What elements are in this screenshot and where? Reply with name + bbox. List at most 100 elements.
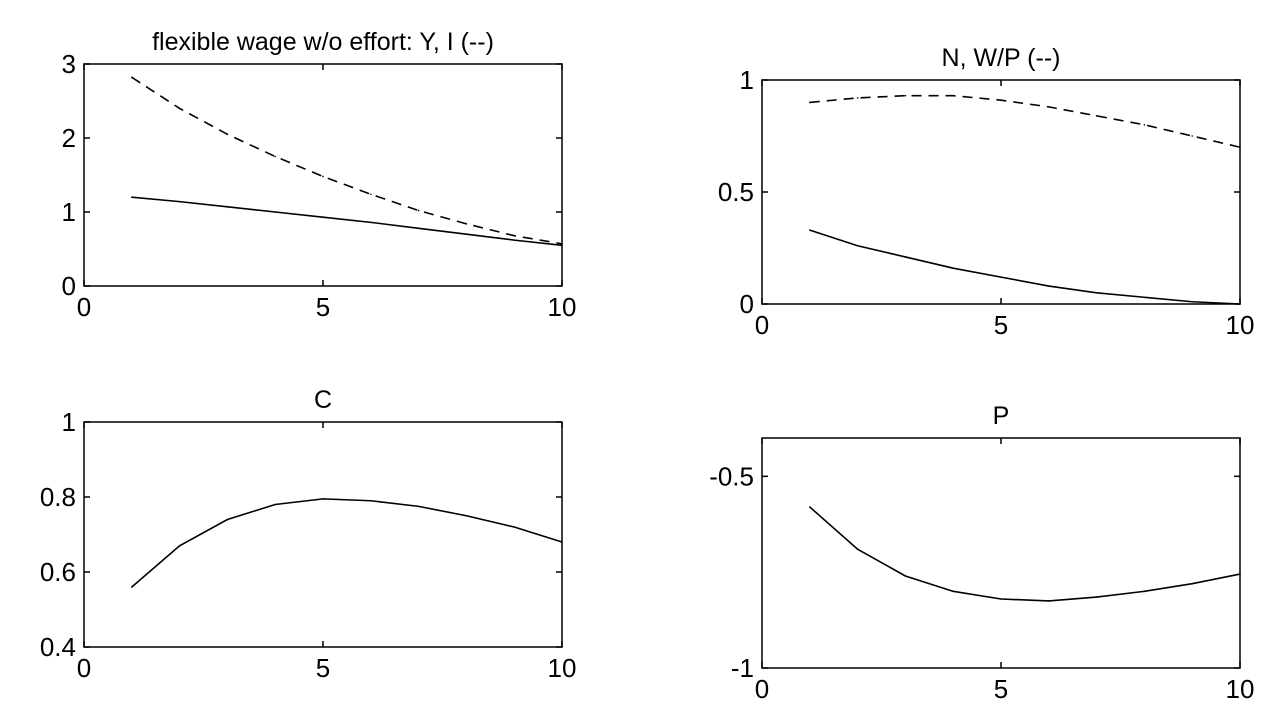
data-point xyxy=(274,211,277,213)
y-tick-label: -0.5 xyxy=(709,461,754,491)
data-point xyxy=(1239,573,1241,575)
plot-area-frame xyxy=(83,421,563,648)
data-point xyxy=(274,503,277,506)
data-point xyxy=(809,229,811,231)
y-tick-label: 0.4 xyxy=(40,632,76,662)
series-line-dashed xyxy=(131,76,563,245)
y-tick-label: 3 xyxy=(62,49,76,79)
data-point xyxy=(226,133,229,136)
data-point xyxy=(131,196,133,198)
data-point xyxy=(465,233,468,235)
data-point xyxy=(465,223,468,225)
data-point xyxy=(952,267,954,269)
x-tick-label: 5 xyxy=(994,310,1008,340)
data-point xyxy=(1048,106,1050,108)
data-point xyxy=(1095,596,1098,598)
data-point xyxy=(513,239,515,241)
x-tick-label: 0 xyxy=(755,674,769,704)
data-point xyxy=(178,200,181,203)
data-point xyxy=(1095,292,1098,294)
data-point xyxy=(561,541,563,543)
data-point xyxy=(370,221,372,224)
plot-area-frame xyxy=(761,79,1241,305)
series-line-dashed xyxy=(809,94,1241,148)
data-point xyxy=(1239,303,1241,305)
x-tick-label: 10 xyxy=(548,292,577,322)
y-tick-label: 0 xyxy=(740,289,754,319)
x-tick-label: 0 xyxy=(755,310,769,340)
data-point xyxy=(856,97,859,99)
data-point xyxy=(417,505,420,508)
data-point xyxy=(561,243,563,245)
data-point xyxy=(1095,115,1098,117)
chart-title: P xyxy=(993,402,1010,430)
data-point xyxy=(1048,285,1050,287)
data-point xyxy=(856,244,859,247)
data-point xyxy=(465,514,468,517)
data-point xyxy=(904,94,907,97)
chart-panel-2: 0 5 10 0 0.5 1 N, W/P (--) xyxy=(718,44,1255,340)
plot-area-frame xyxy=(761,437,1241,669)
data-point xyxy=(856,548,859,550)
data-point xyxy=(1143,124,1146,126)
data-point xyxy=(178,107,181,110)
data-point xyxy=(809,506,811,508)
y-tick-label: 0.8 xyxy=(40,482,76,512)
data-point xyxy=(322,175,324,178)
series-line-solid xyxy=(809,229,1241,305)
data-point xyxy=(322,216,324,218)
chart-panel-4: 0 5 10 -1 -0.5 P xyxy=(709,402,1255,704)
x-tick-label: 10 xyxy=(1226,674,1255,704)
data-point xyxy=(952,94,954,97)
plot-area-frame xyxy=(83,63,563,287)
series-line-solid xyxy=(131,498,563,588)
chart-panel-3: 0 5 10 0.4 0.6 0.8 1 C xyxy=(40,386,577,683)
data-point xyxy=(417,227,420,230)
data-point xyxy=(904,575,907,577)
x-tick-label: 5 xyxy=(994,674,1008,704)
data-point xyxy=(513,526,515,528)
y-tick-label: 1 xyxy=(740,65,754,95)
data-point xyxy=(131,586,133,588)
series-line-solid xyxy=(809,506,1241,602)
data-point xyxy=(131,76,133,79)
data-point xyxy=(1048,600,1050,602)
y-tick-label: -1 xyxy=(731,653,754,683)
y-tick-label: 1 xyxy=(62,197,76,227)
data-point xyxy=(1143,590,1146,593)
data-point xyxy=(1000,99,1002,101)
data-point xyxy=(226,518,229,521)
data-point xyxy=(178,544,181,547)
series-line-solid xyxy=(131,196,563,247)
chart-title: flexible wage w/o effort: Y, I (--) xyxy=(152,28,494,56)
data-point xyxy=(1239,146,1241,148)
data-point xyxy=(322,498,324,500)
y-tick-label: 1 xyxy=(62,407,76,437)
chart-title: N, W/P (--) xyxy=(942,44,1061,72)
x-tick-label: 0 xyxy=(77,653,91,683)
data-point xyxy=(370,193,372,196)
data-point xyxy=(370,499,372,502)
data-point xyxy=(1000,598,1002,600)
y-tick-label: 0.5 xyxy=(718,177,754,207)
chart-panel-1: 0 5 10 0 1 2 3 flexible wage w/o effort: Y, I (… xyxy=(62,28,577,322)
data-point xyxy=(513,234,515,237)
y-tick-label: 0 xyxy=(62,271,76,301)
y-tick-label: 2 xyxy=(62,123,76,153)
data-point xyxy=(274,155,277,158)
data-point xyxy=(952,590,954,593)
chart-title: C xyxy=(314,386,332,414)
data-point xyxy=(1191,300,1193,303)
data-point xyxy=(1143,296,1146,299)
y-tick-label: 0.6 xyxy=(40,557,76,587)
x-tick-label: 5 xyxy=(316,653,330,683)
x-tick-label: 10 xyxy=(548,653,577,683)
data-point xyxy=(561,244,563,247)
data-point xyxy=(904,256,907,258)
x-tick-label: 0 xyxy=(77,292,91,322)
data-point xyxy=(226,206,229,208)
data-point xyxy=(1191,135,1193,137)
x-tick-label: 5 xyxy=(316,292,330,322)
data-point xyxy=(1191,582,1193,585)
